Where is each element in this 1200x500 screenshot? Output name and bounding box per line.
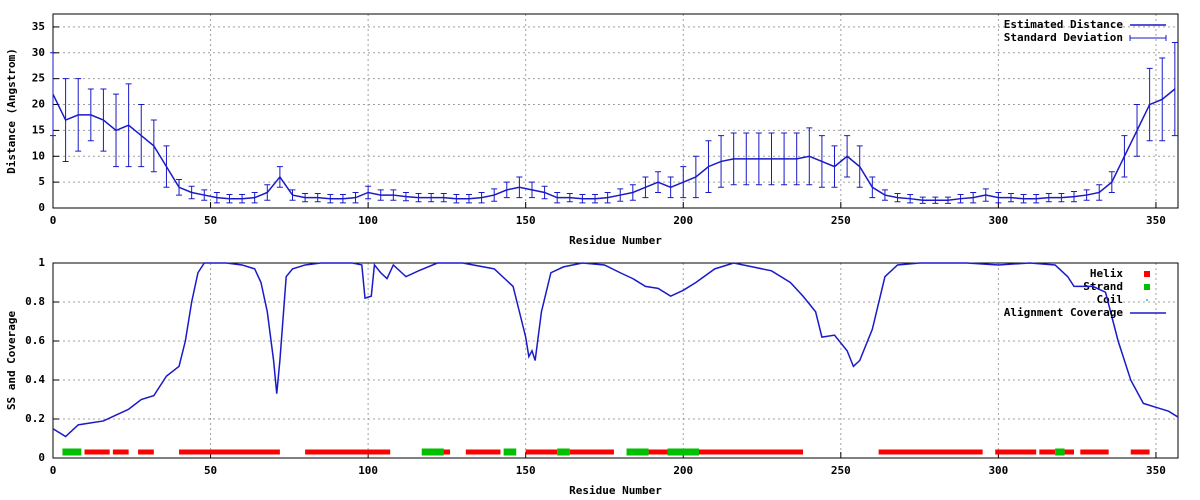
x-tick-label: 150	[516, 214, 536, 227]
ss-segment	[465, 449, 501, 455]
data-line	[52, 262, 1179, 438]
x-tick-label: 200	[673, 214, 693, 227]
y-tick-label: 1	[38, 256, 45, 269]
y-tick-label: 0.4	[25, 373, 45, 386]
x-tick-label: 0	[50, 214, 57, 227]
y-axis-label: Distance (Angstrom)	[5, 48, 18, 174]
ss-segment	[557, 448, 570, 456]
x-tick-label: 50	[204, 464, 217, 477]
ss-segment	[84, 449, 110, 455]
ss-segment	[1064, 449, 1075, 455]
ss-segment	[569, 449, 614, 455]
x-tick-label: 350	[1146, 464, 1166, 477]
x-axis-label: Residue Number	[569, 484, 662, 497]
x-tick-label: 250	[831, 214, 851, 227]
y-axis-label: SS and Coverage	[5, 310, 18, 410]
x-tick-label: 200	[673, 464, 693, 477]
x-tick-label: 0	[50, 464, 57, 477]
error-bar	[50, 52, 56, 137]
ss-segment	[440, 449, 451, 455]
ss-segment	[648, 449, 668, 455]
legend-symbol	[1144, 271, 1150, 277]
ss-segment	[305, 449, 391, 455]
x-tick-label: 350	[1146, 214, 1166, 227]
x-tick-label: 100	[358, 214, 378, 227]
y-tick-label: 0	[38, 451, 45, 464]
ss-segment	[421, 448, 444, 456]
legend-label: Coil	[1097, 293, 1124, 306]
x-tick-label: 100	[358, 464, 378, 477]
legend-label: Estimated Distance	[1004, 18, 1124, 31]
ss-segment	[1039, 449, 1056, 455]
ss-segment	[1080, 449, 1109, 455]
ss-segment	[995, 449, 1037, 455]
data-line	[52, 88, 1176, 201]
error-bar	[1171, 41, 1178, 137]
ss-segment	[525, 449, 558, 455]
ss-segment	[667, 448, 700, 456]
ss-segment	[62, 448, 82, 456]
y-tick-label: 0.8	[25, 295, 45, 308]
ss-segment	[626, 448, 649, 456]
y-tick-label: 30	[32, 46, 45, 59]
ss-segment	[1130, 449, 1150, 455]
ss-segment	[112, 449, 129, 455]
ss-segment	[503, 448, 517, 456]
y-tick-label: 10	[32, 149, 45, 162]
y-tick-label: 15	[32, 123, 45, 136]
ss-segment	[1055, 448, 1065, 456]
legend-label: Alignment Coverage	[1004, 306, 1124, 319]
y-tick-label: 0.6	[25, 334, 45, 347]
ss-segment	[179, 449, 280, 455]
legend-symbol	[1146, 299, 1148, 301]
legend-label: Helix	[1090, 267, 1123, 280]
ss-segment	[699, 449, 803, 455]
legend-label: Strand	[1083, 280, 1123, 293]
x-axis-label: Residue Number	[569, 234, 662, 247]
x-tick-label: 300	[988, 214, 1008, 227]
x-tick-label: 150	[516, 464, 536, 477]
plot-frame	[52, 262, 1179, 459]
legend-label: Standard Deviation	[1004, 31, 1123, 44]
y-tick-label: 25	[32, 72, 45, 85]
ss-segment	[878, 449, 983, 455]
y-tick-label: 20	[32, 98, 45, 111]
y-tick-label: 0	[38, 201, 45, 214]
y-tick-label: 0.2	[25, 412, 45, 425]
x-tick-label: 250	[831, 464, 851, 477]
x-tick-label: 300	[988, 464, 1008, 477]
ss-segment	[138, 449, 154, 455]
y-tick-label: 5	[38, 175, 45, 188]
legend-symbol	[1144, 284, 1150, 290]
legend-symbol	[1129, 35, 1167, 41]
y-tick-label: 35	[32, 20, 45, 33]
x-tick-label: 50	[204, 214, 217, 227]
